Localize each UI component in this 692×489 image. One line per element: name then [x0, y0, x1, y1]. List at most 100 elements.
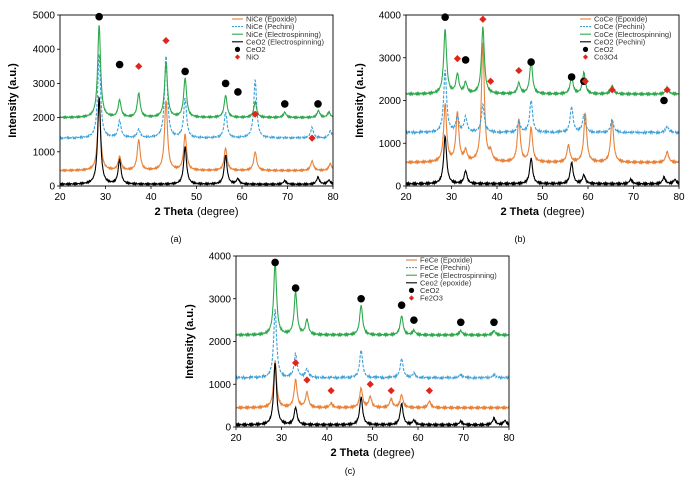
x-axis-label-main: 2 Theta: [330, 447, 369, 459]
chart-panel-c: 20 30 40 50 60 70 80 0 1000 2000 3000 4000 2 Theta (d…: [184, 252, 515, 477]
legend-entry: FeCe (Epoxide): [420, 256, 473, 265]
x-tick-label: 70: [628, 192, 640, 203]
series-lines: [60, 25, 333, 186]
x-tick-label: 20: [400, 192, 412, 203]
legend-entry: FeCe (Electrospinning): [420, 271, 497, 280]
series-line-1: [60, 52, 333, 141]
circle-marker: [461, 56, 470, 64]
x-tick-label: 30: [100, 192, 112, 203]
x-axis-label-main: 2 Theta: [500, 206, 539, 218]
x-tick-label: 30: [276, 433, 288, 444]
circle-marker: [291, 284, 300, 292]
circle-marker: [280, 100, 289, 108]
legend: CoCe (Epoxide)CoCe (Pechini)CoCe (Electr…: [580, 15, 672, 62]
series-lines: [236, 261, 509, 427]
legend-marker-swatch: [582, 46, 589, 53]
diamond-marker: [327, 387, 335, 395]
circle-marker: [221, 79, 230, 88]
diamond-marker: [453, 55, 462, 63]
diamond-marker: [663, 86, 671, 94]
series-line-3: [236, 362, 509, 427]
y-tick-label: 1000: [209, 380, 232, 391]
x-tick-label: 80: [327, 192, 339, 203]
series-lines: [406, 26, 679, 186]
diamond-marker: [308, 134, 316, 142]
x-tick-label: 80: [673, 192, 685, 203]
panel-label: (c): [345, 466, 356, 476]
legend-entry: CeO2: [594, 45, 614, 54]
x-tick-label: 60: [582, 192, 594, 203]
y-tick-label: 0: [395, 182, 401, 193]
x-tick-label: 50: [191, 192, 203, 203]
x-tick-label: 70: [282, 192, 294, 203]
y-tick-label: 0: [225, 423, 231, 434]
x-tick-label: 50: [367, 433, 379, 444]
circle-marker: [357, 294, 365, 303]
legend-marker-swatch: [234, 54, 241, 60]
x-tick-label: 50: [537, 192, 549, 203]
x-axis-label: 2 Theta (degree): [154, 206, 238, 218]
legend-marker-swatch: [408, 295, 415, 301]
y-tick-label: 3000: [33, 79, 56, 90]
y-tick-label: 3000: [379, 53, 402, 64]
diamond-marker: [487, 77, 495, 85]
x-tick-label: 30: [446, 192, 458, 203]
circle-marker: [410, 316, 418, 324]
x-tick-label: 20: [54, 192, 66, 203]
diamond-marker: [303, 376, 311, 384]
circle-marker: [490, 318, 498, 327]
series-line-1: [236, 308, 509, 381]
x-tick-label: 60: [412, 433, 424, 444]
legend-entry: NiO: [246, 53, 259, 62]
diamond-marker: [292, 359, 300, 367]
diamond-marker: [162, 37, 170, 45]
x-axis-label-main: 2 Theta: [154, 206, 193, 218]
circle-marker: [660, 96, 668, 105]
series-line-0: [236, 360, 509, 411]
x-tick-label: 40: [145, 192, 157, 203]
circle-marker: [181, 67, 189, 76]
y-tick-label: 2000: [33, 113, 56, 124]
circle-marker: [95, 12, 103, 21]
x-tick-label: 70: [458, 433, 470, 444]
legend-entry: CeO2: [246, 45, 266, 54]
y-tick-label: 4000: [379, 11, 402, 22]
legend-entry: CoCe (Electrospinning): [594, 30, 672, 39]
y-tick-label: 2000: [209, 337, 232, 348]
x-axis-label-unit: (degree): [373, 447, 415, 459]
x-axis-label: 2 Theta (degree): [330, 447, 414, 459]
x-axis-label-unit: (degree): [543, 206, 585, 218]
diamond-marker: [251, 110, 259, 118]
diamond-marker: [425, 387, 433, 395]
legend-entry: CoCe (Pechini): [594, 22, 645, 31]
x-tick-label: 40: [491, 192, 503, 203]
y-axis-label: Intensity (a.u.): [184, 304, 196, 379]
diamond-marker: [135, 62, 143, 70]
circle-marker: [567, 73, 576, 81]
legend-entry: Fe2O3: [420, 294, 443, 303]
circle-marker: [441, 13, 449, 21]
legend-entry: CoCe (Epoxide): [594, 15, 648, 24]
y-tick-label: 3000: [209, 294, 232, 305]
diamond-marker: [366, 380, 374, 388]
series-line-2: [236, 261, 509, 338]
legend-entry: CeO2: [420, 286, 440, 295]
legend-entry: CeO2 (Electrospinning): [246, 37, 324, 46]
y-tick-label: 0: [49, 182, 55, 193]
circle-marker: [397, 301, 406, 309]
legend-entry: NiCe (Epoxide): [246, 15, 297, 24]
diamond-marker: [387, 387, 395, 395]
chart-panel-a: 20 30 40 50 60 70 80 0 1000 2000 3000 4000 5000 2 The…: [7, 11, 339, 245]
legend-entry: Co3O4: [594, 53, 618, 62]
legend: FeCe (Epoxide)FeCe (Pechini)FeCe (Electr…: [406, 256, 497, 303]
circle-marker: [527, 58, 535, 66]
circle-marker: [115, 60, 124, 69]
diamond-marker: [608, 86, 616, 94]
legend-entry: CeO2 (Pechini): [594, 37, 646, 46]
legend-entry: FeCe (Pechini): [420, 263, 471, 272]
x-tick-label: 20: [230, 433, 242, 444]
y-axis-label: Intensity (a.u.): [7, 63, 19, 138]
y-tick-label: 4000: [209, 252, 232, 263]
series-line-0: [406, 42, 679, 166]
